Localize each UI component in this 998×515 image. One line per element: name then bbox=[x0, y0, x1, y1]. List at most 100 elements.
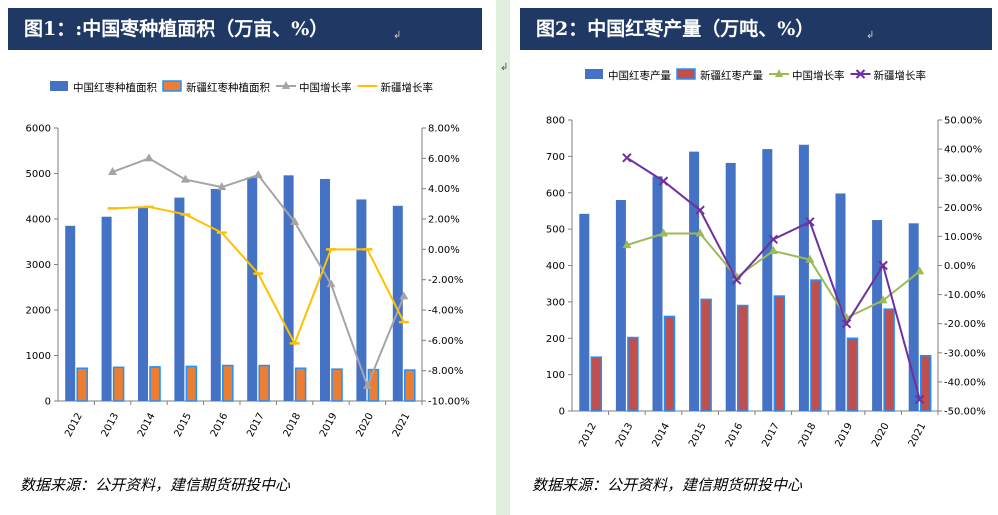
line-marker bbox=[622, 240, 632, 249]
line-marker bbox=[841, 318, 852, 329]
bar-xinjiang bbox=[258, 364, 270, 402]
bar-china bbox=[101, 216, 112, 401]
left-tick-label: 500 bbox=[546, 225, 565, 236]
line-marker bbox=[878, 295, 888, 304]
bar-china bbox=[174, 197, 185, 401]
right-tick-label: -8.00% bbox=[428, 366, 463, 377]
legend-label: 中国增长率 bbox=[792, 69, 845, 82]
bar-china bbox=[320, 178, 330, 401]
left-tick-label: 6000 bbox=[26, 124, 51, 135]
legend-swatch bbox=[50, 81, 68, 91]
legend-label: 新疆红枣产量 bbox=[700, 69, 763, 82]
x-tick-label: 2021 bbox=[391, 411, 413, 439]
line-marker bbox=[695, 205, 705, 215]
bar-china bbox=[579, 213, 590, 411]
figure2-title: 图2：中国红枣产量（万吨、%） bbox=[520, 8, 992, 50]
left-tick-label: 2000 bbox=[26, 306, 51, 317]
legend-marker bbox=[282, 81, 290, 89]
line-marker bbox=[622, 153, 632, 163]
bar-xinjiang bbox=[919, 354, 932, 412]
bar-china bbox=[725, 162, 736, 411]
bar-china bbox=[652, 176, 663, 411]
legend-label: 新疆红枣种植面积 bbox=[186, 81, 270, 94]
line-marker bbox=[768, 234, 779, 245]
return-mark-icon: ↲ bbox=[866, 30, 875, 41]
right-tick-label: -10.00% bbox=[428, 397, 470, 408]
right-tick-label: -20.00% bbox=[944, 319, 986, 330]
line-marker bbox=[399, 291, 409, 300]
x-tick-label: 2016 bbox=[724, 421, 746, 449]
x-tick-label: 2015 bbox=[687, 421, 709, 449]
right-tick-label: 50.00% bbox=[944, 116, 982, 127]
left-tick-label: 800 bbox=[546, 116, 565, 127]
x-tick-label: 2015 bbox=[172, 411, 194, 439]
x-tick-label: 2018 bbox=[797, 421, 819, 449]
bar-china bbox=[392, 205, 403, 401]
x-tick-label: 2018 bbox=[282, 411, 304, 439]
left-tick-label: 0 bbox=[559, 407, 565, 418]
left-tick-label: 5000 bbox=[26, 169, 51, 180]
bar-china bbox=[872, 220, 883, 411]
figure1-chart: 0 1000 2000 3000 4000 5000 6000 -10.00% -8.00% -6… bbox=[26, 80, 470, 439]
bar-china bbox=[210, 188, 221, 401]
line-marker bbox=[695, 228, 705, 237]
bar-xinjiang bbox=[846, 337, 859, 412]
bar-xinjiang bbox=[736, 304, 749, 412]
figure2-source: 数据来源：公开资料，建信期货研投中心 bbox=[532, 476, 803, 494]
left-tick-label: 1000 bbox=[26, 351, 51, 362]
line-marker bbox=[108, 166, 118, 175]
bar-xinjiang bbox=[883, 308, 895, 412]
line-marker bbox=[768, 245, 778, 254]
figure1-title: 图1：:中国枣种植面积（万亩、%） bbox=[8, 8, 482, 50]
bar-xinjiang bbox=[112, 366, 125, 402]
bar-china bbox=[247, 177, 258, 401]
left-tick-label: 4000 bbox=[26, 215, 51, 226]
left-tick-label: 700 bbox=[546, 152, 565, 163]
right-tick-label: -30.00% bbox=[944, 348, 986, 359]
line-marker bbox=[290, 217, 300, 226]
bar-xinjiang bbox=[404, 369, 416, 402]
line-marker bbox=[253, 170, 263, 179]
legend-label: 中国增长率 bbox=[299, 81, 352, 94]
bar-xinjiang bbox=[663, 315, 676, 412]
x-tick-label: 2020 bbox=[354, 411, 376, 439]
left-tick-label: 3000 bbox=[26, 260, 51, 271]
bar-xinjiang bbox=[222, 364, 234, 402]
legend-marker bbox=[775, 69, 783, 77]
legend-label: 中国红枣种植面积 bbox=[73, 81, 157, 94]
legend-label: 新疆增长率 bbox=[874, 69, 927, 82]
right-tick-label: -2.00% bbox=[428, 275, 463, 286]
line-marker bbox=[326, 279, 336, 288]
legend-label: 新疆增长率 bbox=[381, 81, 434, 94]
bar-china bbox=[908, 223, 919, 411]
right-tick-label: -4.00% bbox=[428, 306, 463, 317]
x-tick-label: 2013 bbox=[614, 421, 636, 449]
left-tick-label: 200 bbox=[546, 334, 565, 345]
right-tick-label: 2.00% bbox=[428, 215, 460, 226]
line-marker bbox=[731, 275, 742, 285]
right-tick-label: 20.00% bbox=[944, 203, 982, 214]
legend-marker bbox=[855, 69, 866, 79]
right-tick-label: 30.00% bbox=[944, 174, 982, 185]
bar-china bbox=[138, 207, 148, 401]
bar-xinjiang bbox=[773, 295, 786, 412]
left-tick-label: 0 bbox=[45, 397, 51, 408]
left-tick-label: 600 bbox=[546, 188, 565, 199]
left-tick-label: 400 bbox=[546, 261, 565, 272]
line-marker bbox=[658, 176, 669, 186]
legend-swatch bbox=[585, 69, 603, 79]
line-marker bbox=[805, 217, 815, 227]
x-tick-label: 2012 bbox=[63, 411, 85, 439]
legend-label: 中国红枣产量 bbox=[608, 69, 671, 82]
bar-china bbox=[615, 200, 626, 411]
right-tick-label: 0.00% bbox=[428, 245, 460, 256]
line-marker bbox=[217, 182, 227, 191]
line-marker bbox=[914, 394, 925, 405]
right-tick-label: 0.00% bbox=[944, 261, 976, 272]
legend-swatch bbox=[162, 80, 182, 92]
line-marker bbox=[180, 174, 190, 183]
right-tick-label: 10.00% bbox=[944, 232, 982, 243]
bar-china bbox=[689, 151, 700, 411]
x-tick-label: 2014 bbox=[136, 411, 158, 439]
bar-xinjiang bbox=[76, 367, 88, 402]
